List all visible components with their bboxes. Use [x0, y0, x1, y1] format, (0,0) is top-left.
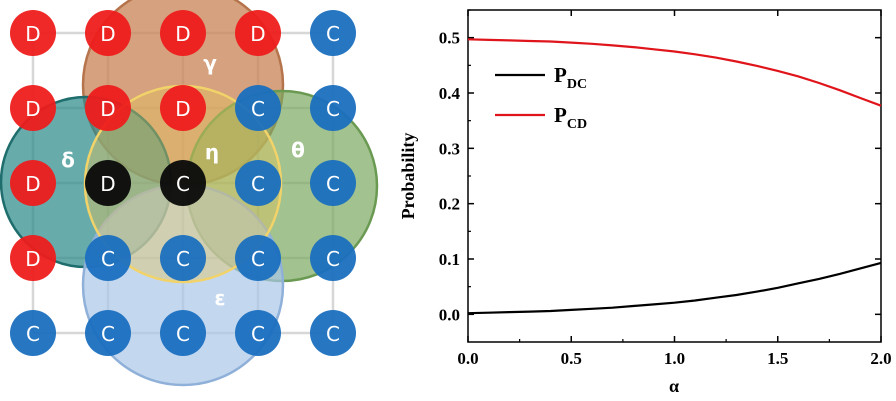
node-label: D — [25, 172, 40, 196]
node-label: C — [251, 97, 265, 121]
defector-node — [85, 160, 131, 206]
node-label: D — [100, 97, 115, 121]
cooperator-node — [310, 310, 356, 356]
node-label: C — [101, 247, 115, 271]
node-label: C — [176, 247, 190, 271]
cooperator-node — [310, 160, 356, 206]
delta-label: δ — [61, 148, 75, 172]
y-tick-label: 0.0 — [439, 305, 460, 324]
cooperator-node — [160, 310, 206, 356]
node-label: C — [176, 322, 190, 346]
plot-frame — [467, 9, 882, 343]
defector-node — [235, 10, 281, 56]
cooperator-node — [85, 310, 131, 356]
x-axis-label: α — [669, 376, 679, 396]
node-label: C — [251, 172, 265, 196]
node-label: C — [326, 247, 340, 271]
epsilon-label: ε — [214, 286, 225, 310]
node-label: D — [175, 22, 190, 46]
y-tick-label: 0.2 — [439, 195, 460, 214]
node-label: C — [326, 97, 340, 121]
legend-entry: PCD — [554, 103, 587, 132]
x-tick-label: 0.0 — [457, 349, 478, 368]
node-label: C — [101, 322, 115, 346]
cooperator-node — [235, 160, 281, 206]
probability-chart: 0.0 0.1 0.2 0.3 0.4 0.5 0.0 0.5 1.0 1.5 2.0 Proba… — [398, 9, 892, 396]
cooperator-node — [160, 235, 206, 281]
defector-node — [160, 85, 206, 131]
cooperator-node — [10, 310, 56, 356]
node-label: C — [326, 22, 340, 46]
y-tick-label: 0.1 — [439, 250, 460, 269]
node-label: C — [326, 172, 340, 196]
defector-node — [85, 10, 131, 56]
defector-node — [10, 85, 56, 131]
series-line-dc — [467, 261, 882, 315]
node-label: D — [100, 22, 115, 46]
node-label: D — [250, 22, 265, 46]
y-axis-ticks: 0.0 0.1 0.2 0.3 0.4 0.5 — [439, 9, 881, 324]
node-label: D — [175, 97, 190, 121]
defector-node — [85, 85, 131, 131]
lattice-nodes: D D D D C D D D C C D D C C C D C C C C C C C C C — [10, 10, 356, 356]
gamma-label: γ — [203, 51, 217, 75]
x-tick-label: 2.0 — [870, 349, 891, 368]
x-tick-label: 1.5 — [767, 349, 788, 368]
series-layer — [467, 38, 882, 315]
node-label: C — [26, 322, 40, 346]
cooperator-node — [160, 160, 206, 206]
x-tick-label: 0.5 — [561, 349, 582, 368]
defector-node — [10, 235, 56, 281]
series-line-cd — [467, 38, 882, 107]
node-label: D — [100, 172, 115, 196]
node-label: C — [176, 172, 190, 196]
cooperator-node — [85, 235, 131, 281]
legend-entry: PDC — [554, 63, 587, 92]
cooperator-node — [235, 235, 281, 281]
y-tick-label: 0.4 — [439, 84, 461, 103]
y-tick-label: 0.3 — [439, 139, 460, 158]
theta-label: θ — [291, 138, 305, 162]
legend: PDC PCD — [495, 63, 587, 132]
defector-node — [10, 160, 56, 206]
cooperator-node — [235, 85, 281, 131]
cooperator-node — [310, 85, 356, 131]
lattice-diagram: D D D D C D D D C C D D C C C D C C C C C C C C C γ δ η θ ε — [0, 0, 379, 387]
cooperator-node — [310, 10, 356, 56]
y-tick-label: 0.5 — [439, 29, 460, 48]
node-label: C — [251, 322, 265, 346]
node-label: D — [25, 247, 40, 271]
defector-node — [160, 10, 206, 56]
node-label: D — [25, 97, 40, 121]
node-label: D — [25, 22, 40, 46]
x-tick-label: 1.0 — [664, 349, 685, 368]
defector-node — [10, 10, 56, 56]
node-label: C — [251, 247, 265, 271]
y-axis-label: Probability — [398, 133, 418, 220]
cooperator-node — [310, 235, 356, 281]
x-axis-ticks: 0.0 0.5 1.0 1.5 2.0 — [457, 10, 892, 368]
eta-label: η — [205, 140, 219, 164]
node-label: C — [326, 322, 340, 346]
cooperator-node — [235, 310, 281, 356]
